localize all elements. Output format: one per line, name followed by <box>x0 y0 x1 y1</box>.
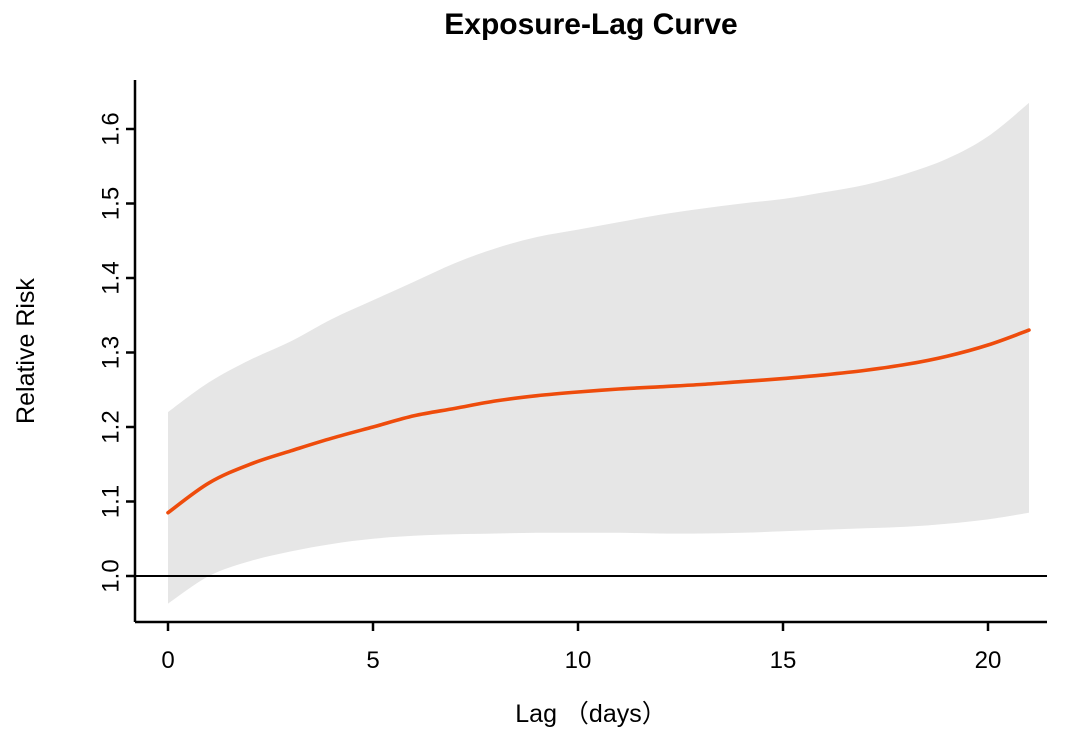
x-tick-label: 0 <box>161 647 174 674</box>
confidence-band-area <box>168 102 1029 604</box>
x-tick-label: 15 <box>770 647 797 674</box>
confidence-band <box>168 102 1029 604</box>
relative-risk-line <box>166 328 1031 515</box>
x-tick-label: 10 <box>565 647 592 674</box>
y-tick-label: 1.6 <box>97 112 124 145</box>
x-tick-label: 20 <box>975 647 1002 674</box>
y-axis-ticks: 1.0 1.1 1.2 1.3 1.4 1.5 1.6 <box>97 112 135 593</box>
y-tick-label: 1.0 <box>97 559 124 592</box>
axes <box>133 80 1047 624</box>
y-tick-label: 1.3 <box>97 336 124 369</box>
y-tick-label: 1.4 <box>97 261 124 294</box>
relative-risk-curve <box>166 328 1031 515</box>
y-tick-label: 1.2 <box>97 410 124 443</box>
y-tick-label: 1.5 <box>97 187 124 220</box>
x-axis-label: Lag （days） <box>515 700 666 728</box>
x-tick-label: 5 <box>366 647 379 674</box>
chart-title: Exposure-Lag Curve <box>444 8 737 41</box>
y-tick-label: 1.1 <box>97 485 124 518</box>
y-axis-label: Relative Risk <box>12 278 40 424</box>
x-axis-ticks: 0 5 10 15 20 <box>161 622 1001 674</box>
